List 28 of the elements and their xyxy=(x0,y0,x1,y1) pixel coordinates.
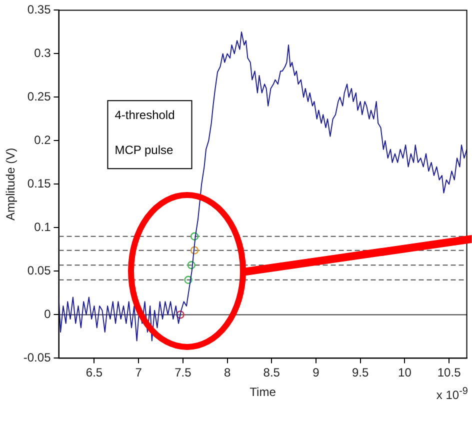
annotation: MCP pulse xyxy=(114,142,174,157)
point xyxy=(184,276,192,284)
point xyxy=(190,246,199,254)
annotation: 4-threshold xyxy=(114,108,175,122)
x-tick-label: 6.5 xyxy=(86,366,103,380)
y-tick-label: -0.05 xyxy=(23,350,52,365)
y-tick-label: 0.3 xyxy=(34,46,52,60)
y-tick-label: 0.05 xyxy=(27,264,52,278)
y-tick-label: 0.15 xyxy=(27,176,52,191)
x-tick-label: 8 xyxy=(224,366,231,380)
text: x 10$^{-9}$ xyxy=(436,386,468,402)
y-tick-label: 0 xyxy=(44,307,52,322)
x-axis-title: Time xyxy=(250,385,276,400)
x-tick-label: 8.5 xyxy=(263,366,280,380)
y-tick-label: 0.25 xyxy=(27,90,52,104)
x-tick-label: 7 xyxy=(135,366,142,380)
y-tick-label: 0.1 xyxy=(34,220,52,234)
point xyxy=(190,232,199,240)
x-tick-label: 7.5 xyxy=(174,366,192,380)
x-tick-label: 9.5 xyxy=(352,366,370,380)
y-axis-title: Amplitude (V) xyxy=(4,148,18,221)
point xyxy=(187,261,196,270)
point xyxy=(176,310,184,319)
x-tick-label: 10.5 xyxy=(437,366,462,380)
x-tick-label: 10 xyxy=(398,366,412,380)
y-tick-label: 0.35 xyxy=(27,2,52,17)
x-tick-label: 9 xyxy=(312,366,320,380)
y-tick-label: 0.2 xyxy=(34,133,52,148)
